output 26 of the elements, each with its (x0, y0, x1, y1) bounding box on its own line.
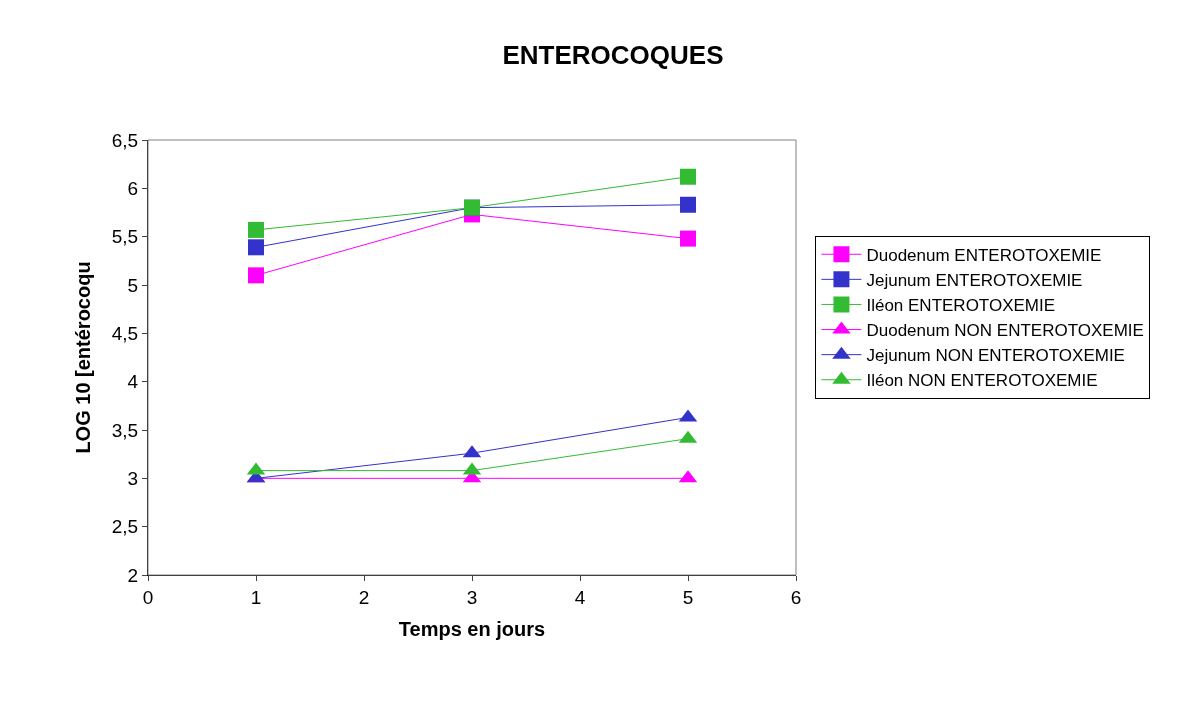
y-tick-label: 2,5 (111, 516, 139, 538)
y-tick-label: 2 (127, 564, 139, 586)
legend-label: Iléon ENTEROTOXEMIE (866, 296, 1056, 316)
legend-label: Jejunum NON ENTEROTOXEMIE (866, 346, 1125, 366)
y-tick-label: 4,5 (111, 322, 139, 344)
x-tick-label: 0 (142, 586, 154, 608)
legend-label: Jejunum ENTEROTOXEMIE (866, 270, 1083, 290)
y-tick-label: 6,5 (111, 129, 139, 151)
legend-label: Duodenum ENTEROTOXEMIE (866, 245, 1102, 265)
legend-label: Duodenum NON ENTEROTOXEMIE (866, 321, 1144, 341)
y-axis-title: LOG 10 [entérocoqu (72, 261, 95, 454)
x-tick-label: 1 (250, 586, 262, 608)
legend-label: Iléon NON ENTEROTOXEMIE (866, 371, 1098, 391)
x-tick-label: 2 (358, 586, 370, 608)
x-tick-label: 6 (790, 586, 802, 608)
y-tick-label: 3 (127, 467, 139, 489)
y-tick-label: 6 (127, 177, 139, 199)
chart-title: ENTEROCOQUES (502, 40, 724, 71)
x-tick-label: 5 (682, 586, 694, 608)
x-axis-title: Temps en jours (398, 618, 546, 641)
y-tick-label: 3,5 (111, 419, 139, 441)
y-tick-label: 4 (127, 371, 139, 393)
x-tick-label: 4 (574, 586, 586, 608)
y-tick-label: 5,5 (111, 226, 139, 248)
y-tick-label: 5 (127, 274, 139, 296)
x-tick-label: 3 (466, 586, 478, 608)
